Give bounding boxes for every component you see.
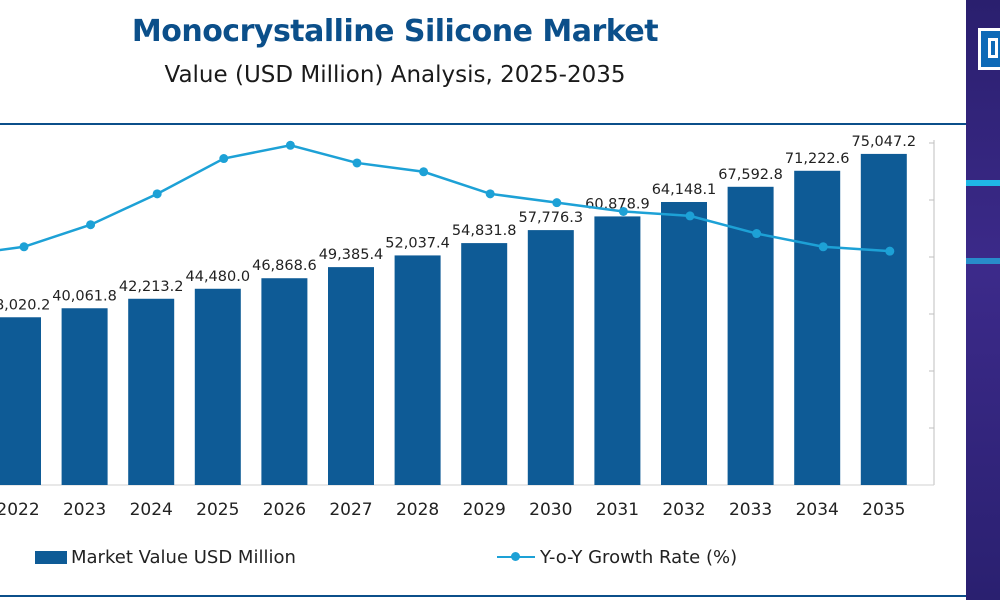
growth-point-2029	[485, 189, 495, 199]
bar-2031	[594, 216, 641, 485]
chart-title: Monocrystalline Silicone Market	[131, 14, 659, 49]
growth-point-2022	[19, 242, 29, 252]
bar-2022	[0, 317, 41, 485]
chart-subtitle: Value (USD Million) Analysis, 2025-2035	[164, 62, 626, 88]
bar-value-label: 57,776.3	[519, 210, 584, 226]
x-tick-label: 2024	[130, 500, 173, 520]
x-tick-label: 2027	[329, 500, 372, 520]
bar-2026	[261, 278, 308, 485]
bar-2029	[461, 243, 508, 485]
x-tick-label: 2030	[529, 500, 572, 520]
chart-plot-area: 38,020.2 2022 40,061.8 2023 42,213.2 2024 44,4…	[0, 134, 935, 520]
legend-bar-label: Market Value USD Million	[71, 547, 296, 568]
bar-2024	[128, 298, 175, 485]
x-tick-label: 2032	[662, 500, 705, 520]
bar-value-label: 67,592.8	[718, 167, 783, 183]
growth-point-2027	[352, 158, 362, 168]
bar-2025	[194, 288, 241, 485]
bar-value-label: 42,213.2	[119, 279, 184, 295]
header-divider	[0, 123, 966, 125]
growth-point-2032	[685, 211, 695, 221]
bar-2035	[860, 153, 907, 485]
growth-point-2030	[552, 198, 562, 208]
bar-2023	[61, 308, 108, 485]
bar-2034	[794, 170, 841, 485]
footer-divider	[0, 595, 966, 597]
legend-bar-swatch	[35, 551, 67, 564]
bar-value-label: 44,480.0	[186, 269, 251, 285]
x-tick-label: 2034	[796, 500, 839, 520]
x-tick-label: 2028	[396, 500, 439, 520]
growth-point-2025	[219, 154, 229, 164]
x-tick-label: 2023	[63, 500, 106, 520]
growth-point-2026	[285, 140, 295, 150]
side-brand-panel	[966, 0, 1000, 600]
bar-2027	[328, 267, 374, 485]
x-tick-label: 2025	[196, 500, 239, 520]
bar-value-label: 71,222.6	[785, 151, 850, 167]
x-tick-label: 2022	[0, 500, 40, 520]
growth-point-2035	[885, 246, 895, 256]
growth-point-2031	[618, 206, 628, 216]
x-tick-label: 2029	[463, 500, 506, 520]
legend-line-label: Y-o-Y Growth Rate (%)	[540, 547, 738, 568]
growth-point-2024	[152, 189, 162, 199]
bar-value-label: 46,868.6	[252, 258, 317, 274]
x-tick-label: 2033	[729, 500, 772, 520]
bar-value-label: 49,385.4	[319, 247, 384, 263]
side-accent-stripe	[966, 180, 1000, 186]
bar-value-label: 52,037.4	[385, 235, 450, 251]
bar-value-label: 75,047.2	[852, 134, 917, 150]
bar-value-label: 38,020.2	[0, 297, 50, 313]
bar-value-label: 54,831.8	[452, 223, 517, 239]
bar-value-label: 40,061.8	[52, 288, 117, 304]
bar-2032	[661, 201, 707, 485]
bar-2028	[394, 255, 441, 485]
x-tick-label: 2035	[862, 500, 905, 520]
bar-value-label: 64,148.1	[652, 182, 717, 198]
x-tick-label: 2031	[596, 500, 639, 520]
side-accent-stripe	[966, 258, 1000, 264]
brand-logo-icon	[978, 28, 1000, 70]
growth-point-2034	[818, 242, 828, 252]
legend-line-dot	[511, 552, 520, 561]
x-tick-label: 2026	[263, 500, 306, 520]
bar-2030	[527, 230, 574, 485]
growth-point-2028	[419, 167, 429, 177]
growth-point-2033	[752, 229, 762, 239]
growth-point-2023	[86, 220, 96, 230]
